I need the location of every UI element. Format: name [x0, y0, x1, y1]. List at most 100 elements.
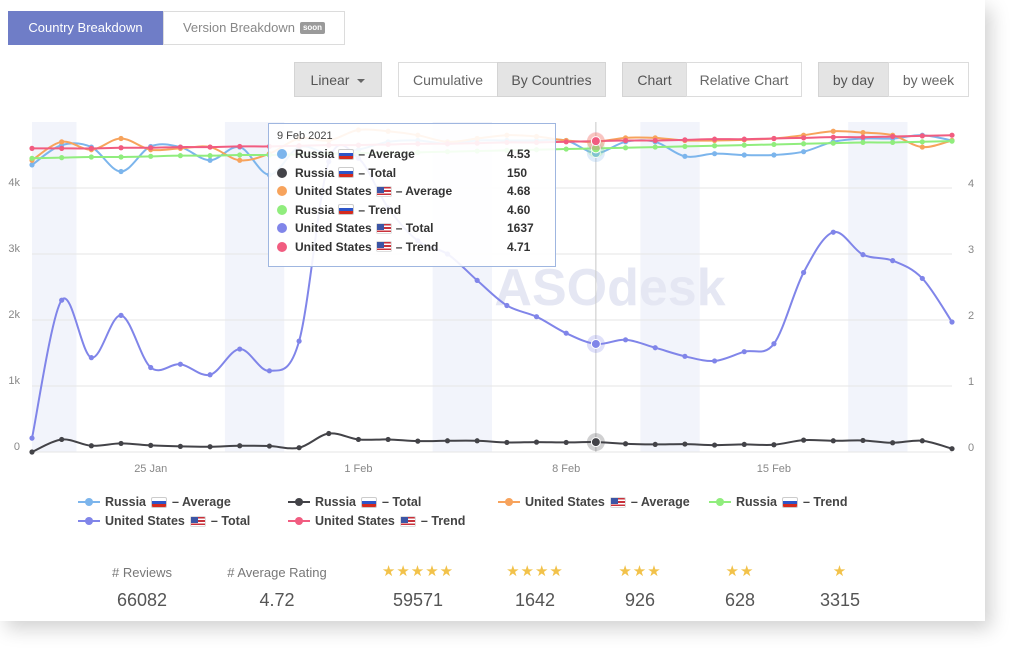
legend-suffix: – Trend — [803, 495, 848, 509]
series-point — [919, 438, 925, 444]
stat-label: # Average Rating — [227, 565, 327, 580]
series-point — [474, 438, 480, 444]
series-point — [771, 152, 777, 158]
x-tick-label: 25 Jan — [134, 463, 167, 475]
series-point — [771, 135, 777, 142]
reviews-panel: Country Breakdown Version Breakdown soon… — [8, 11, 975, 611]
series-point — [890, 139, 896, 146]
tooltip-row: United States – Trend 4.71 — [277, 238, 547, 257]
series-point — [741, 142, 747, 148]
tooltip-series-name: United States – Trend — [295, 240, 507, 254]
tab-label: Version Breakdown — [182, 20, 295, 35]
series-point — [711, 143, 718, 149]
series-point — [919, 144, 925, 150]
by-day-label: by day — [832, 72, 875, 88]
tooltip-row: Russia – Total 150 — [277, 164, 547, 183]
legend-item[interactable]: Russia – Average — [78, 495, 231, 509]
stat-value: 66082 — [116, 590, 168, 610]
series-suffix: – Average — [395, 184, 453, 199]
series-point — [118, 312, 124, 318]
relative-chart-button[interactable]: Relative Chart — [686, 62, 802, 97]
stat-block: # Average Rating 4.72 — [217, 564, 337, 611]
weekend-band — [848, 122, 908, 452]
cumulative-button[interactable]: Cumulative — [398, 62, 498, 97]
series-point — [860, 129, 866, 136]
series-point — [533, 314, 540, 320]
series-point — [177, 443, 183, 449]
scale-dropdown-label: Linear — [310, 72, 350, 88]
tab-country-breakdown[interactable]: Country Breakdown — [8, 11, 163, 45]
series-point — [741, 152, 747, 158]
series-point — [890, 258, 896, 264]
by-countries-button[interactable]: By Countries — [497, 62, 606, 97]
tooltip-value: 4.53 — [507, 147, 531, 162]
legend-item[interactable]: United States – Total — [78, 514, 250, 528]
scale-dropdown[interactable]: Linear — [294, 62, 382, 97]
series-suffix: – Total — [395, 221, 434, 236]
series-point — [415, 438, 421, 444]
series-point — [652, 144, 658, 150]
series-point — [622, 137, 629, 144]
series-point — [563, 330, 569, 336]
breakdown-tabs: Country Breakdown Version Breakdown soon — [8, 11, 345, 45]
ru-flag-icon — [361, 496, 377, 508]
country-name: United States — [295, 221, 372, 236]
chart-button[interactable]: Chart — [622, 62, 687, 97]
tooltip-row: United States – Total 1637 — [277, 219, 547, 238]
series-point — [296, 445, 302, 451]
by-day-button[interactable]: by day — [818, 62, 889, 97]
y-right-tick-label: 1 — [968, 376, 974, 388]
series-point — [860, 139, 866, 146]
ru-flag-icon — [782, 496, 798, 508]
series-point — [801, 141, 807, 147]
y-left-tick-label: 2k — [8, 309, 20, 321]
series-point — [59, 155, 65, 161]
series-point — [29, 435, 35, 441]
stat-block: ★★ 628 — [680, 564, 800, 611]
legend-item[interactable]: Russia – Total — [288, 495, 421, 509]
series-point — [919, 139, 925, 145]
series-point — [563, 439, 569, 446]
series-suffix: – Trend — [395, 239, 439, 254]
series-point — [830, 140, 836, 146]
country-name: Russia — [295, 202, 335, 217]
series-point — [890, 133, 896, 140]
series-point — [237, 346, 243, 352]
legend-suffix: – Total — [210, 514, 251, 528]
series-point — [563, 139, 569, 145]
series-point — [59, 139, 65, 145]
legend-marker — [78, 497, 100, 507]
legend-marker — [288, 516, 310, 526]
series-point — [207, 372, 213, 378]
stat-value: 59571 — [392, 590, 444, 610]
stat-label: # Reviews — [112, 565, 172, 580]
legend-suffix: – Trend — [420, 514, 466, 528]
y-right-tick-label: 3 — [968, 244, 974, 256]
tooltip-value: 1637 — [507, 221, 534, 236]
series-point — [949, 319, 955, 325]
by-week-label: by week — [902, 72, 955, 88]
legend-suffix: – Average — [630, 495, 690, 509]
country-name: United States — [295, 184, 372, 199]
series-suffix: – Average — [358, 147, 415, 162]
series-point — [177, 153, 183, 159]
legend-item[interactable]: United States – Average — [498, 495, 690, 509]
legend-item[interactable]: United States – Trend — [288, 514, 465, 528]
series-point — [860, 437, 866, 444]
y-left-tick-label: 0 — [14, 441, 20, 453]
series-point — [801, 135, 807, 141]
series-point — [830, 134, 836, 140]
tooltip-row: United States – Average 4.68 — [277, 182, 547, 201]
series-point — [682, 143, 688, 150]
by-week-button[interactable]: by week — [888, 62, 969, 97]
legend-item[interactable]: Russia – Trend — [709, 495, 847, 509]
series-point — [118, 145, 124, 151]
series-point — [622, 337, 629, 343]
tab-version-breakdown[interactable]: Version Breakdown soon — [163, 11, 345, 45]
y-left-tick-label: 4k — [8, 177, 20, 189]
series-point — [59, 297, 65, 303]
series-point — [949, 446, 955, 452]
series-color-dot — [277, 241, 287, 252]
legend-country: Russia — [105, 495, 146, 509]
series-point — [88, 355, 94, 361]
